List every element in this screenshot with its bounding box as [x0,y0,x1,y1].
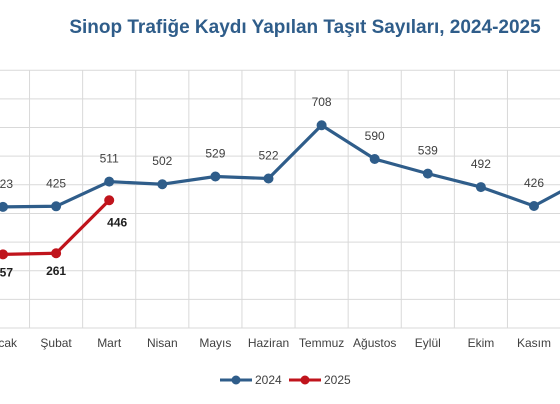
data-point-2024-nisan [157,179,168,190]
x-tick-label-kasim: Kasım [517,336,551,350]
data-point-2024-temmuz [316,120,327,131]
chart-title: Sinop Trafiğe Kaydı Yapılan Taşıt Sayıla… [69,17,541,38]
data-label-2024-ekim: 492 [471,157,491,171]
data-label-2025-ocak: 257 [0,265,13,279]
data-label-2024-mayis: 529 [205,146,225,160]
data-point-2025-ocak [0,249,8,260]
legend-item-2025: 2025 [289,373,351,387]
data-label-2024-ocak: 423 [0,177,13,191]
data-label-2024-agustos: 590 [365,129,385,143]
x-tick-label-eylul: Eylül [415,336,441,350]
data-point-2025-mart [104,195,115,206]
data-point-2024-ocak [0,201,8,212]
data-point-2024-ekim [475,182,486,193]
x-tick-label-mart: Mart [97,336,122,350]
data-label-2024-haziran: 522 [258,148,278,162]
data-label-2024-mart: 511 [100,152,119,166]
data-label-2024-eylul: 539 [418,144,438,158]
x-tick-label-agustos: Ağustos [353,336,396,350]
legend-marker-2024 [231,375,241,385]
series-line-2024 [2,123,560,209]
legend-label-2024: 2024 [255,373,282,387]
data-point-2024-subat [51,201,62,212]
x-tick-label-temmuz: Temmuz [299,336,344,350]
x-tick-label-ocak: Ocak [0,336,18,350]
data-label-2025-mart: 446 [107,215,127,229]
x-tick-label-nisan: Nisan [147,336,178,350]
x-tick-label-ekim: Ekim [468,336,495,350]
data-point-2024-mart [104,176,115,187]
data-point-2024-kasim [529,200,539,211]
data-label-2024-nisan: 502 [152,154,172,168]
data-point-2024-eylul [422,168,433,179]
data-label-2024-kasim: 426 [524,176,544,190]
x-tick-label-subat: Şubat [40,336,72,350]
data-label-2025-subat: 261 [46,264,66,278]
legend-label-2025: 2025 [324,373,351,387]
data-point-2024-haziran [263,173,274,184]
data-label-2024-subat: 425 [46,176,66,190]
data-point-2025-subat [51,248,62,259]
data-point-2024-agustos [369,154,380,165]
legend-item-2024: 2024 [220,373,282,387]
x-tick-label-haziran: Haziran [248,336,289,350]
data-point-2024-mayis [210,171,221,182]
data-label-2024-temmuz: 708 [312,95,332,109]
x-tick-label-mayis: Mayıs [199,336,231,350]
legend-marker-2025 [300,375,310,385]
